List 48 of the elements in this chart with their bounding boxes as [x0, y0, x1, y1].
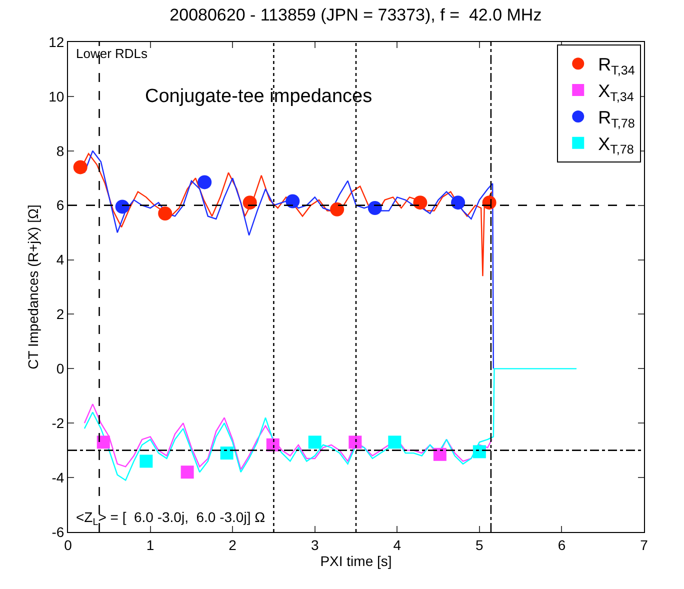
point [472, 445, 486, 458]
y-axis-title: CT Impedances (R+jX) [Ω] [25, 204, 42, 370]
x-tick-label: 3 [310, 536, 319, 553]
x-tick-label: 6 [558, 536, 566, 553]
point [115, 200, 130, 214]
point [140, 454, 153, 468]
point [330, 202, 344, 216]
y-tick-label: 10 [48, 88, 64, 104]
y-tick-label: -2 [52, 415, 64, 432]
annotation: <Z$_{L}$> = [ 6.0 -3.0j, 6.0 -3.0j] Ω [76, 509, 266, 528]
chart-title: 20080620 - 113859 (JPN = 73373), f = 42.0 MHz [170, 6, 542, 25]
y-tick-label: 4 [56, 252, 64, 268]
x-tick-label: 1 [146, 536, 154, 553]
line-series [84, 368, 578, 481]
point [348, 436, 362, 449]
x-tick-label: 5 [476, 536, 484, 553]
x-tick-label: 2 [228, 536, 237, 553]
x-axis-title: PXI time [s] [320, 553, 392, 570]
y-tick-label: 0 [56, 360, 64, 377]
y-tick-label: 6 [56, 197, 64, 214]
point [96, 436, 110, 449]
point [73, 160, 88, 174]
legend-label: X$_{T,78}$ [598, 134, 634, 157]
y-tick-label: -4 [52, 469, 64, 486]
y-tick-label: -6 [52, 524, 64, 540]
y-tick-label: 8 [56, 142, 64, 159]
annotation: Lower RDLs [76, 46, 148, 61]
annotation: Conjugate-tee impedances [145, 86, 372, 107]
point [198, 175, 212, 190]
point [368, 201, 382, 216]
point [413, 196, 428, 210]
point [433, 448, 446, 461]
point [242, 196, 257, 210]
legend-label: X$_{T,34}$ [598, 81, 634, 104]
line-series [84, 403, 492, 470]
legend-label: R$_{T,78}$ [598, 107, 635, 130]
y-tick-label: 12 [48, 34, 64, 50]
legend-label: R$_{T,34}$ [598, 54, 635, 78]
point [158, 206, 172, 220]
point [308, 436, 322, 449]
point [451, 196, 466, 210]
point [220, 446, 234, 460]
point [180, 466, 194, 479]
y-tick-label: 2 [56, 306, 64, 322]
x-tick-label: 7 [640, 536, 648, 553]
x-tick-label: 4 [393, 536, 402, 553]
point [286, 194, 300, 208]
point [388, 436, 402, 449]
